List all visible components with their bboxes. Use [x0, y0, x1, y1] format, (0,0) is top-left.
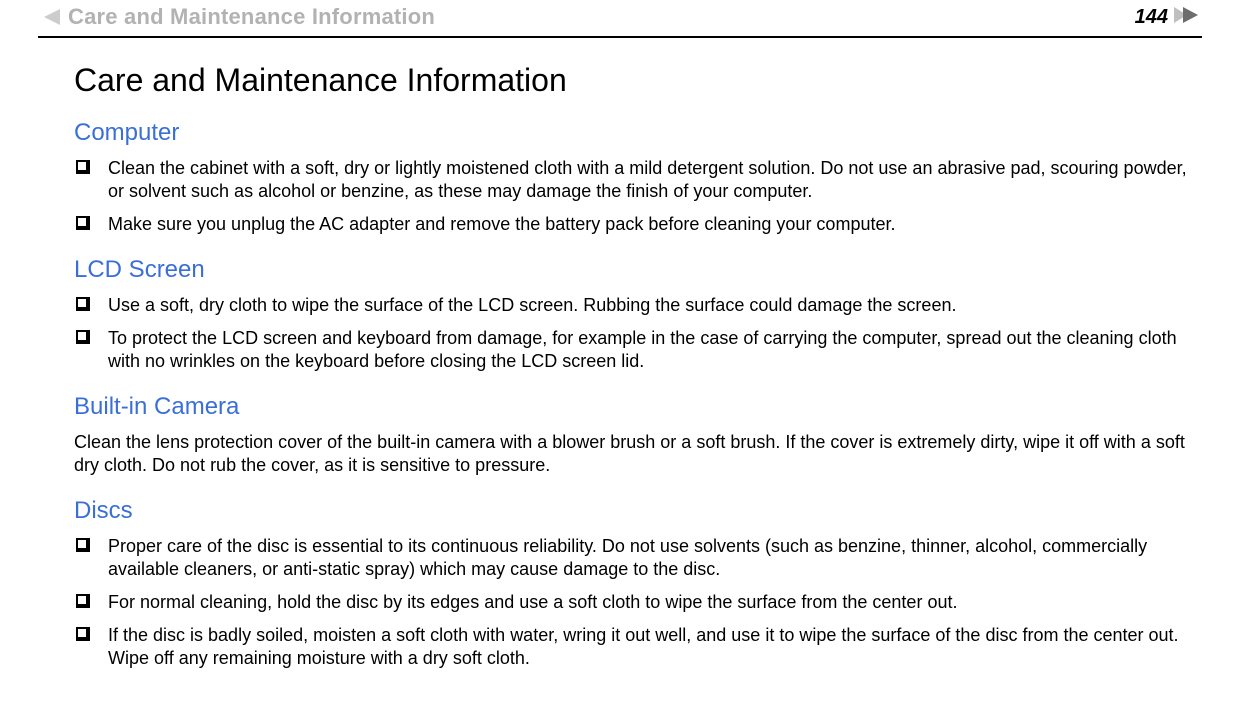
running-header-title: Care and Maintenance Information [68, 4, 435, 30]
bullet-square-icon [76, 594, 90, 608]
bullet-text: To protect the LCD screen and keyboard f… [108, 327, 1196, 373]
section-heading: Built-in Camera [74, 393, 1196, 421]
list-item: Clean the cabinet with a soft, dry or li… [74, 157, 1196, 203]
section-heading: LCD Screen [74, 256, 1196, 284]
bullet-square-icon [76, 627, 90, 641]
bullet-text: Clean the cabinet with a soft, dry or li… [108, 157, 1196, 203]
list-item: Make sure you unplug the AC adapter and … [74, 213, 1196, 236]
page-container: Care and Maintenance Information 144 Car… [0, 4, 1240, 700]
bullet-text: Proper care of the disc is essential to … [108, 535, 1196, 581]
bullet-square-icon [76, 538, 90, 552]
bullet-text: Make sure you unplug the AC adapter and … [108, 213, 1196, 236]
bullet-list: Clean the cabinet with a soft, dry or li… [74, 157, 1196, 236]
list-item: For normal cleaning, hold the disc by it… [74, 591, 1196, 614]
prev-page-arrow-icon[interactable] [38, 9, 60, 25]
list-item: If the disc is badly soiled, moisten a s… [74, 624, 1196, 670]
bullet-list: Use a soft, dry cloth to wipe the surfac… [74, 294, 1196, 373]
sections-container: Computer Clean the cabinet with a soft, d… [74, 119, 1196, 670]
header-divider [38, 36, 1202, 38]
page-number: 144 [1135, 6, 1168, 29]
header-right-group: 144 [1135, 6, 1202, 29]
list-item: To protect the LCD screen and keyboard f… [74, 327, 1196, 373]
section-heading: Discs [74, 497, 1196, 525]
next-page-arrow-icon[interactable] [1174, 7, 1202, 28]
bullet-square-icon [76, 160, 90, 174]
bullet-square-icon [76, 216, 90, 230]
bullet-square-icon [76, 330, 90, 344]
bullet-square-icon [76, 297, 90, 311]
bullet-text: For normal cleaning, hold the disc by it… [108, 591, 1196, 614]
bullet-text: Use a soft, dry cloth to wipe the surfac… [108, 294, 1196, 317]
bullet-text: If the disc is badly soiled, moisten a s… [108, 624, 1196, 670]
section-heading: Computer [74, 119, 1196, 147]
main-title: Care and Maintenance Information [74, 62, 1196, 99]
bullet-list: Proper care of the disc is essential to … [74, 535, 1196, 670]
list-item: Proper care of the disc is essential to … [74, 535, 1196, 581]
list-item: Use a soft, dry cloth to wipe the surfac… [74, 294, 1196, 317]
page-header: Care and Maintenance Information 144 [38, 4, 1202, 30]
content-area: Care and Maintenance Information Compute… [38, 62, 1202, 670]
section-paragraph: Clean the lens protection cover of the b… [74, 431, 1196, 477]
